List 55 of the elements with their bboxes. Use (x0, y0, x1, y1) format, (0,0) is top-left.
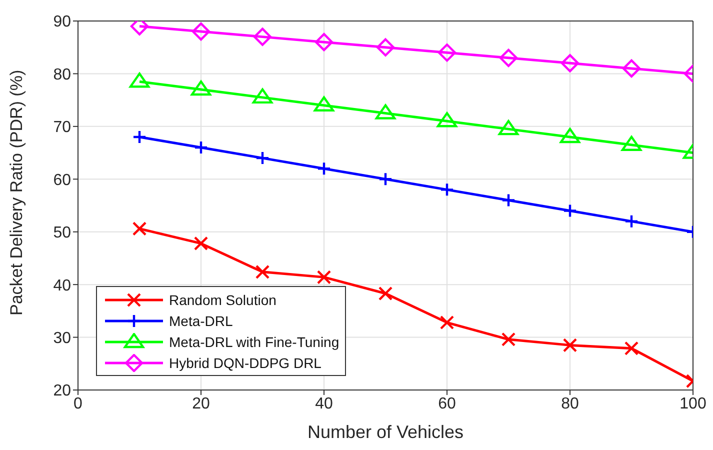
y-tick-label: 70 (53, 119, 72, 136)
x-tick-label: 60 (438, 395, 456, 412)
point (314, 32, 334, 52)
point (376, 38, 395, 56)
point (501, 193, 516, 208)
legend-label: Meta-DRL with Fine-Tuning (169, 334, 340, 350)
point (560, 54, 580, 72)
x-tick-label: 80 (561, 395, 579, 412)
point (375, 104, 396, 120)
y-tick-label: 50 (53, 224, 72, 242)
point (314, 96, 334, 112)
legend-label: Random Solution (169, 292, 276, 308)
point (436, 112, 458, 128)
point (252, 88, 273, 104)
point (316, 270, 332, 284)
point (132, 130, 147, 144)
point (194, 236, 208, 251)
point (378, 286, 393, 301)
point (560, 128, 580, 144)
point (132, 222, 147, 236)
y-tick-label: 30 (53, 330, 72, 347)
point (562, 204, 578, 218)
point (499, 48, 518, 67)
x-tick-label: 0 (74, 395, 83, 412)
y-axis-title: Packet Delivery Ratio (PDR) (%) (7, 70, 26, 316)
point (624, 341, 639, 356)
point (255, 264, 270, 280)
point (129, 72, 150, 88)
point (622, 59, 641, 78)
point (378, 172, 393, 186)
point (440, 182, 454, 197)
x-tick-label: 20 (192, 395, 210, 412)
y-tick-label: 40 (53, 277, 72, 294)
y-tick-label: 60 (53, 172, 72, 189)
point (624, 214, 639, 228)
point (192, 22, 210, 41)
x-tick-label: 100 (680, 395, 706, 412)
point (498, 120, 519, 136)
legend-label: Hybrid DQN-DDPG DRL (169, 354, 322, 370)
point (316, 162, 332, 176)
point (438, 44, 456, 62)
y-tick-label: 20 (53, 382, 72, 400)
point (255, 150, 270, 166)
point (621, 136, 642, 151)
y-tick-label: 80 (53, 66, 72, 84)
point (190, 80, 212, 96)
legend-label: Meta-DRL (169, 312, 233, 328)
point (253, 28, 272, 46)
point (562, 338, 578, 352)
x-tick-label: 40 (315, 395, 333, 412)
point (194, 140, 208, 155)
x-axis-title: Number of Vehicles (307, 422, 464, 442)
point (501, 332, 516, 346)
point (440, 315, 454, 330)
y-tick-label: 90 (53, 14, 72, 31)
